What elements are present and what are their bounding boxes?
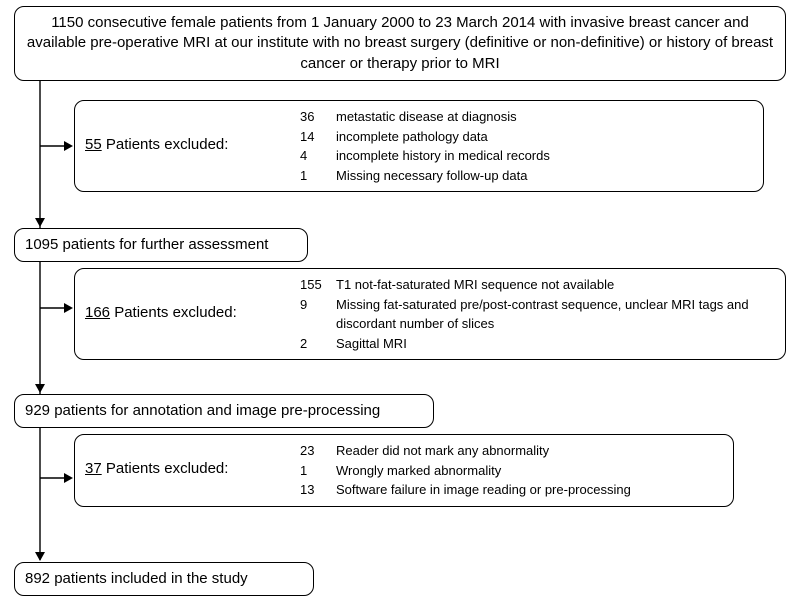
exclusion-3-label: 37 Patients excluded:: [85, 441, 300, 479]
exclusion-1-reasons: 36metastatic disease at diagnosis14incom…: [300, 107, 550, 185]
exclusion-box-2: 166 Patients excluded: 155T1 not-fat-sat…: [74, 268, 786, 360]
exclusion-reason-text: T1 not-fat-saturated MRI sequence not av…: [336, 275, 770, 295]
exclusion-reason-count: 1: [300, 166, 336, 186]
exclusion-reason-row: 9Missing fat-saturated pre/post-contrast…: [300, 295, 770, 334]
exclusion-reason-text: metastatic disease at diagnosis: [336, 107, 550, 127]
exclusion-box-3: 37 Patients excluded: 23Reader did not m…: [74, 434, 734, 507]
exclusion-reason-count: 2: [300, 334, 336, 354]
stage-929-text: 929 patients for annotation and image pr…: [25, 402, 380, 419]
exclusion-reason-row: 14incomplete pathology data: [300, 127, 550, 147]
exclusion-2-reasons: 155T1 not-fat-saturated MRI sequence not…: [300, 275, 770, 353]
stage-1095-box: 1095 patients for further assessment: [14, 228, 308, 262]
inclusion-criteria-box: 1150 consecutive female patients from 1 …: [14, 6, 786, 81]
exclusion-reason-row: 155T1 not-fat-saturated MRI sequence not…: [300, 275, 770, 295]
exclusion-reason-count: 23: [300, 441, 336, 461]
stage-929-box: 929 patients for annotation and image pr…: [14, 394, 434, 428]
final-included-text: 892 patients included in the study: [25, 570, 248, 587]
exclusion-reason-count: 13: [300, 480, 336, 500]
exclusion-reason-text: incomplete history in medical records: [336, 146, 550, 166]
exclusion-reason-count: 36: [300, 107, 336, 127]
exclusion-reason-row: 1Wrongly marked abnormality: [300, 461, 631, 481]
exclusion-reason-count: 9: [300, 295, 336, 334]
exclusion-reason-row: 4incomplete history in medical records: [300, 146, 550, 166]
final-included-box: 892 patients included in the study: [14, 562, 314, 596]
exclusion-reason-text: Missing fat-saturated pre/post-contrast …: [336, 295, 770, 334]
stage-1095-text: 1095 patients for further assessment: [25, 236, 268, 253]
inclusion-criteria-text: 1150 consecutive female patients from 1 …: [27, 14, 773, 72]
exclusion-reason-text: Software failure in image reading or pre…: [336, 480, 631, 500]
exclusion-reason-text: Reader did not mark any abnormality: [336, 441, 631, 461]
exclusion-1-label: 55 Patients excluded:: [85, 107, 300, 155]
exclusion-reason-text: Wrongly marked abnormality: [336, 461, 631, 481]
exclusion-reason-row: 36metastatic disease at diagnosis: [300, 107, 550, 127]
exclusion-reason-text: Missing necessary follow-up data: [336, 166, 550, 186]
exclusion-reason-count: 155: [300, 275, 336, 295]
exclusion-reason-row: 23Reader did not mark any abnormality: [300, 441, 631, 461]
exclusion-reason-row: 13Software failure in image reading or p…: [300, 480, 631, 500]
exclusion-reason-text: incomplete pathology data: [336, 127, 550, 147]
exclusion-2-label: 166 Patients excluded:: [85, 275, 300, 323]
exclusion-reason-count: 4: [300, 146, 336, 166]
exclusion-reason-count: 14: [300, 127, 336, 147]
exclusion-reason-count: 1: [300, 461, 336, 481]
exclusion-box-1: 55 Patients excluded: 36metastatic disea…: [74, 100, 764, 192]
exclusion-3-reasons: 23Reader did not mark any abnormality1Wr…: [300, 441, 631, 500]
exclusion-reason-row: 2Sagittal MRI: [300, 334, 770, 354]
exclusion-reason-text: Sagittal MRI: [336, 334, 770, 354]
exclusion-reason-row: 1Missing necessary follow-up data: [300, 166, 550, 186]
